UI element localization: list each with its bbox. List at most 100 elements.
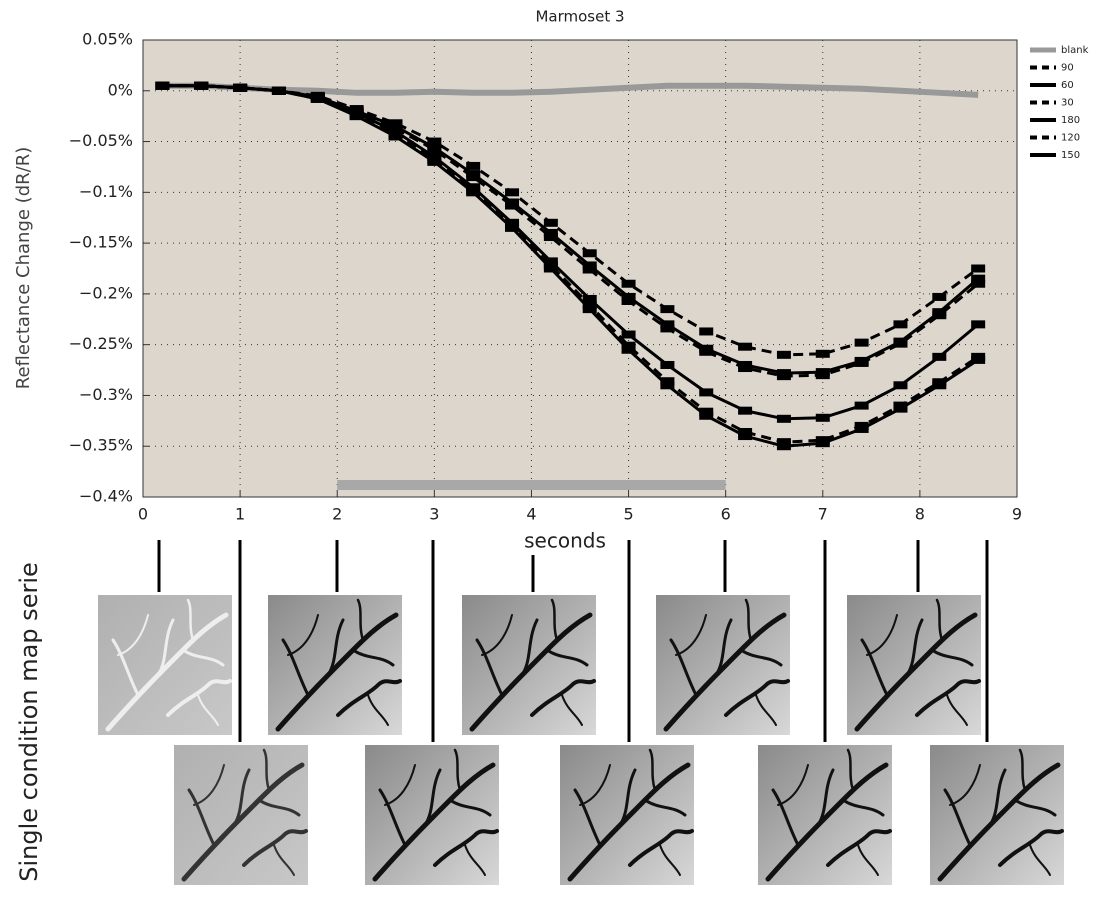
connectors (157, 540, 989, 742)
x-tick-label: 2 (332, 505, 342, 524)
legend-label: 150 (1061, 150, 1080, 161)
data-marker (776, 350, 791, 359)
data-marker (815, 413, 830, 422)
data-marker (543, 233, 558, 242)
data-marker (699, 327, 714, 336)
data-marker (621, 292, 636, 301)
x-tick-label: 4 (526, 505, 536, 524)
data-marker (427, 145, 442, 154)
data-marker (582, 249, 597, 258)
plot-area (143, 40, 1017, 497)
series (155, 81, 986, 451)
data-marker (699, 388, 714, 397)
data-marker (932, 311, 947, 320)
data-marker (543, 257, 558, 266)
y-tick-label: −0.25% (69, 334, 133, 353)
data-marker (621, 341, 636, 350)
data-marker (582, 294, 597, 303)
x-tick-label: 0 (138, 505, 148, 524)
data-marker (776, 414, 791, 423)
x-tick-label: 1 (235, 505, 245, 524)
data-marker (427, 137, 442, 146)
legend-label: 30 (1061, 98, 1074, 109)
data-marker (543, 228, 558, 237)
legend: blank 90 60 30 180 120 150 (1030, 45, 1089, 161)
y-tick-label: −0.15% (69, 233, 133, 252)
data-marker (233, 83, 248, 92)
legend-label: blank (1061, 45, 1089, 56)
data-marker (776, 438, 791, 447)
y-axis-label: Reflectance Change (dR/R) (13, 147, 34, 389)
x-tick-label: 7 (818, 505, 828, 524)
legend-label: 60 (1061, 80, 1074, 91)
data-marker (854, 358, 869, 367)
stimulus (337, 480, 726, 490)
legend-label: 120 (1061, 133, 1080, 144)
data-marker (505, 223, 520, 232)
legend-label: 90 (1061, 63, 1074, 74)
x-axis-label: seconds (524, 529, 606, 553)
image-series-label: Single condition map serie (15, 562, 43, 882)
data-marker (505, 201, 520, 210)
data-marker (854, 401, 869, 410)
data-marker (738, 432, 753, 441)
data-marker (505, 188, 520, 197)
data-marker (660, 360, 675, 369)
y-tick-label: −0.35% (69, 436, 133, 455)
series-line (162, 82, 979, 98)
data-marker (621, 345, 636, 354)
data-marker (738, 364, 753, 373)
data-marker (815, 349, 830, 358)
stimulus-bar (337, 480, 726, 490)
data-marker (466, 173, 481, 182)
data-marker (660, 377, 675, 386)
data-marker (699, 407, 714, 416)
y-tick-label: 0.05% (82, 30, 133, 49)
data-marker (310, 94, 325, 103)
data-marker (621, 296, 636, 305)
legend-label: 180 (1061, 115, 1080, 126)
data-marker (854, 424, 869, 433)
y-tick-label: −0.3% (79, 385, 133, 404)
data-marker (893, 320, 908, 329)
x-tick-label: 3 (429, 505, 439, 524)
data-marker (271, 86, 286, 95)
y-tick-label: −0.2% (79, 283, 133, 302)
data-marker (738, 406, 753, 415)
plot-frame (142, 39, 1018, 498)
data-marker (543, 264, 558, 273)
x-tick-label: 8 (915, 505, 925, 524)
data-marker (194, 81, 209, 90)
data-marker (388, 132, 403, 141)
data-marker (776, 372, 791, 381)
y-tick-label: −0.4% (79, 487, 133, 506)
data-marker (660, 320, 675, 329)
data-marker (893, 339, 908, 348)
data-marker (582, 261, 597, 270)
data-marker (349, 112, 364, 121)
data-marker (582, 301, 597, 310)
data-marker (660, 305, 675, 314)
data-marker (621, 279, 636, 288)
data-marker (543, 218, 558, 227)
data-marker (466, 161, 481, 170)
y-tick-label: −0.1% (79, 182, 133, 201)
map-images (98, 595, 1064, 885)
data-marker (155, 81, 170, 90)
data-marker (893, 404, 908, 413)
data-marker (971, 264, 986, 273)
data-marker (699, 411, 714, 420)
data-marker (971, 274, 986, 283)
ticks: 0.05% 0% −0.05% −0.1% −0.15% −0.2% −0.25% −0.3%… (69, 30, 1022, 524)
data-marker (971, 320, 986, 329)
data-marker (427, 157, 442, 166)
data-marker (660, 381, 675, 390)
data-marker (971, 355, 986, 364)
data-marker (932, 292, 947, 301)
data-marker (893, 381, 908, 390)
data-marker (932, 352, 947, 361)
data-marker (971, 279, 986, 288)
data-marker (776, 442, 791, 451)
data-marker (582, 305, 597, 314)
